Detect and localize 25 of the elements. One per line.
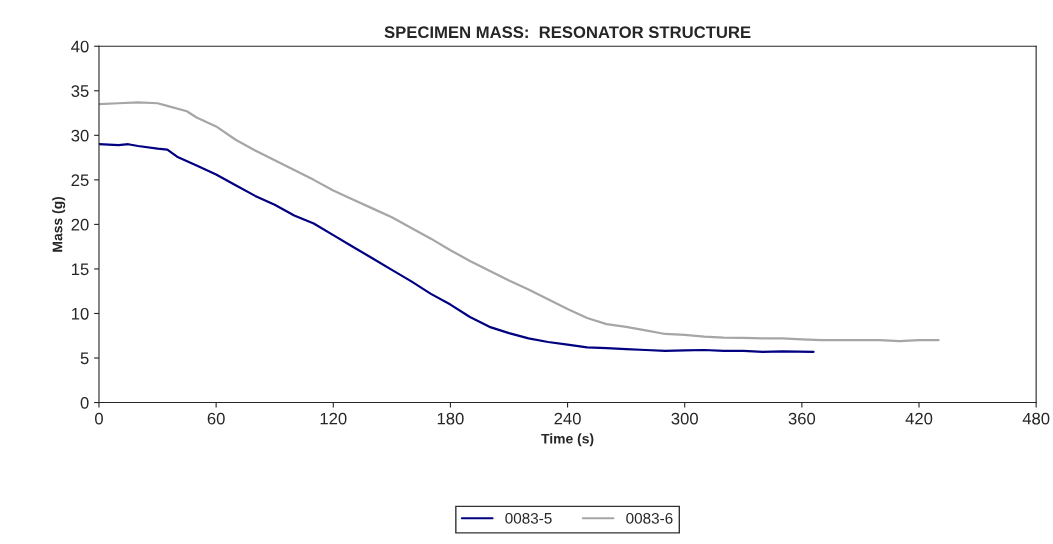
y-tick-label: 10 (71, 307, 89, 320)
line-series (98, 101, 940, 343)
x-tick-label: 360 (788, 412, 816, 425)
y-tick-label: 25 (71, 174, 89, 187)
chart-title: SPECIMEN MASS: RESONATOR STRUCTURE (384, 26, 751, 39)
y-tick-label: 0 (80, 396, 89, 409)
x-tick-label: 180 (437, 412, 464, 425)
x-tick-label: 60 (207, 412, 225, 425)
y-tick-label: 30 (71, 129, 89, 142)
x-tick-label: 0 (95, 412, 103, 425)
y-tick-label: 40 (71, 40, 89, 53)
x-tick-label: 120 (320, 412, 347, 425)
line-series (98, 143, 815, 353)
y-tick-label: 5 (80, 352, 89, 365)
x-axis-title: Time (s) (541, 433, 594, 447)
x-tick-label: 300 (671, 412, 698, 425)
x-tick-label: 480 (1022, 412, 1050, 425)
legend-label: 0083-5 (505, 512, 552, 524)
y-tick-label: 15 (71, 263, 89, 276)
legend-label: 0083-6 (626, 512, 673, 524)
x-tick-label: 420 (905, 412, 933, 425)
y-axis-title: Mass (g) (52, 196, 66, 252)
x-tick-label: 240 (554, 412, 581, 425)
y-tick-label: 35 (71, 85, 89, 97)
y-tick-label: 20 (71, 218, 89, 231)
